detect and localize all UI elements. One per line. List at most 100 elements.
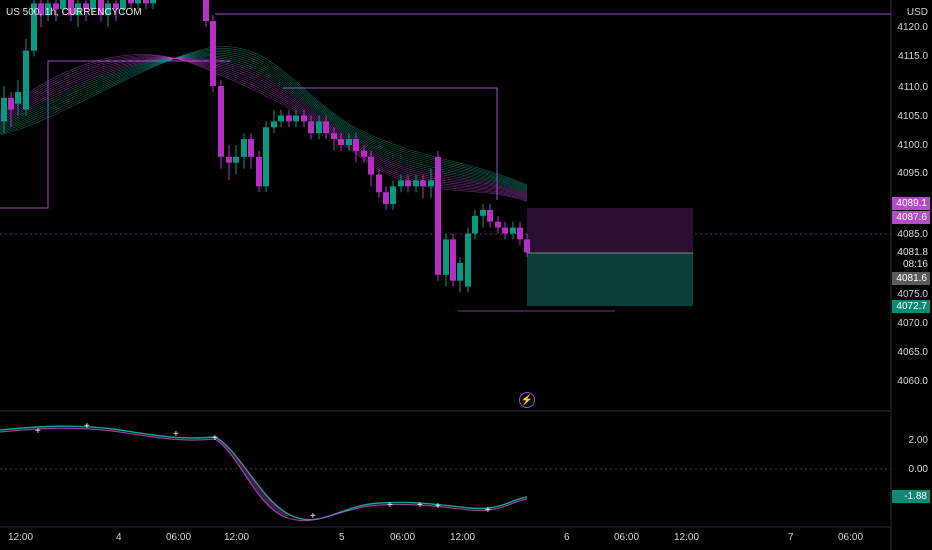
candle-body (241, 139, 247, 157)
candle-body (210, 21, 216, 87)
time-tick-label: 12:00 (674, 532, 700, 543)
candle-body (301, 115, 307, 122)
candle-body (465, 233, 471, 287)
candle-body (15, 91, 21, 104)
cross-marker: + (173, 429, 179, 440)
time-tick-label: 12:00 (224, 532, 250, 543)
candle-body (143, 0, 149, 4)
candle-body (510, 227, 516, 234)
time-tick-label: 06:00 (390, 532, 416, 543)
candle-body (376, 174, 382, 193)
candle-body (331, 133, 337, 140)
candle-body (90, 0, 96, 10)
ma-ribbon-line (0, 57, 528, 198)
candle-body (383, 192, 389, 204)
ma-ribbon-line (0, 56, 528, 200)
candle-body (472, 215, 478, 234)
stop-zone (527, 208, 693, 253)
time-tick-label: 06:00 (166, 532, 192, 543)
candle-body (524, 239, 530, 253)
osc-label-0: 0.00 (908, 464, 928, 475)
candle-body (1, 97, 7, 122)
price-tick-label: 4105.0 (897, 111, 928, 122)
time-tick-label: 12:00 (450, 532, 476, 543)
ma-ribbon-line (0, 57, 528, 194)
symbol-title[interactable]: US 500, 1h, CURRENCYCOM (6, 7, 142, 18)
price-tick-label: 4110.0 (898, 82, 928, 93)
candle-body (233, 156, 239, 163)
candle-body (346, 139, 352, 145)
level-line-left (0, 60, 230, 209)
badge-upper-high: 4089.1 (892, 197, 930, 210)
price-tick-label: 4065.0 (897, 347, 928, 358)
cross-marker: + (485, 505, 491, 516)
candle-body (263, 127, 269, 187)
candle-body (31, 3, 37, 51)
cross-marker: + (84, 421, 90, 432)
price-tick-label: 4095.0 (897, 168, 928, 179)
candle-body (105, 3, 111, 16)
candle-body (98, 0, 104, 16)
candle-body (405, 180, 411, 187)
candle-body (361, 150, 367, 157)
candle-body (293, 115, 299, 122)
lightning-icon[interactable]: ⚡ (519, 392, 535, 408)
candle-body (8, 97, 14, 110)
candle-body (203, 0, 209, 22)
time-tick-label: 06:00 (838, 532, 864, 543)
candle-body (390, 186, 396, 204)
oscillator-fast-line (0, 425, 528, 521)
ma-ribbon-line (0, 58, 528, 196)
candle-body (368, 156, 374, 175)
oscillator-slow-line (0, 427, 528, 522)
candle-body (338, 139, 344, 145)
candle-body (420, 180, 426, 187)
candle-body (53, 3, 59, 10)
currency-label: USD (906, 7, 928, 18)
time-tick-label: 7 (788, 532, 794, 543)
candle-body (256, 156, 262, 187)
cross-marker: + (212, 433, 218, 444)
candle-body (23, 50, 29, 110)
current-price-label: 4081.8 (897, 247, 928, 258)
price-tick-label: 4120.0 (897, 22, 928, 33)
candle-body (45, 3, 51, 16)
candle-body (480, 209, 486, 216)
candle-body (487, 209, 493, 222)
candle-body (68, 0, 74, 16)
badge-upper-low: 4087.6 (892, 211, 930, 224)
price-tick-label: 4070.0 (897, 318, 928, 329)
cross-marker: + (387, 500, 393, 511)
time-tick-label: 5 (339, 532, 345, 543)
osc-label-2: 2.00 (908, 435, 928, 446)
price-tick-label: 4060.0 (897, 376, 928, 387)
ma-ribbon-line (0, 58, 528, 195)
candle-body (443, 239, 449, 275)
time-tick-label: 06:00 (614, 532, 640, 543)
candle-body (218, 86, 224, 157)
time-tick-label: 12:00 (8, 532, 34, 543)
candle-body (60, 0, 66, 10)
candle-body (150, 0, 156, 4)
candle-body (457, 263, 463, 281)
bar-countdown: 08:16 (902, 259, 928, 270)
price-tick-label: 4115.0 (898, 51, 928, 62)
level-line-mid (283, 87, 498, 200)
candle-body (353, 139, 359, 151)
candle-body (271, 121, 277, 128)
candle-body (495, 221, 501, 228)
candle-body (120, 0, 126, 10)
candle-body (450, 239, 456, 281)
candle-body (128, 0, 134, 4)
badge-lower: 4072.7 (892, 300, 930, 313)
candle-body (398, 180, 404, 187)
candle-body (517, 227, 523, 240)
osc-current-badge: -1.88 (892, 490, 930, 503)
candle-body (286, 115, 292, 122)
candle-body (135, 0, 141, 4)
ma-ribbon-line (0, 57, 528, 193)
ma-ribbon-line (0, 57, 528, 197)
time-tick-label: 4 (116, 532, 122, 543)
candle-body (113, 3, 119, 10)
